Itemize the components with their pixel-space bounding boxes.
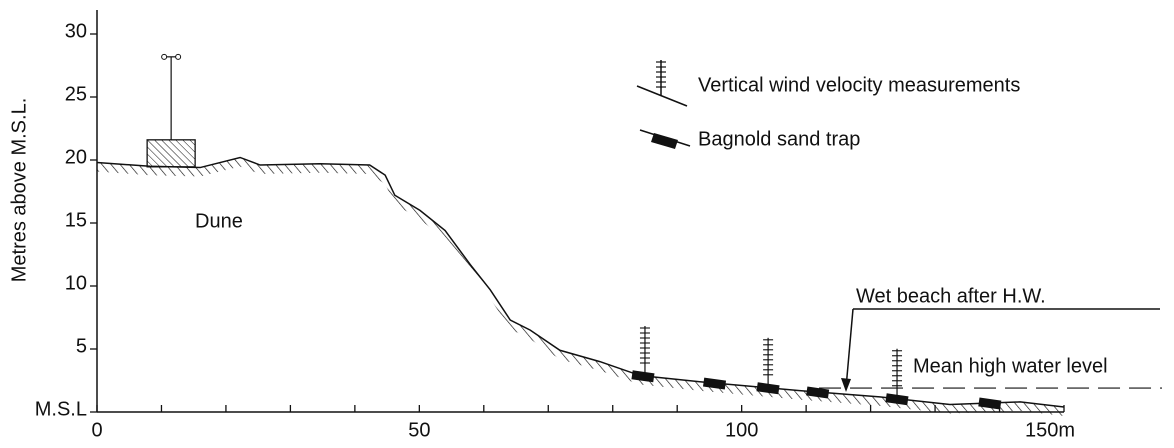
legend-trap-label: Bagnold sand trap (698, 128, 860, 150)
dune-label: Dune (195, 210, 243, 232)
sand-trap (806, 386, 830, 399)
arrow-head (841, 378, 851, 392)
y-tick-label: 15 (65, 209, 87, 231)
anemometer (161, 53, 168, 60)
x-tick-label: 0 (91, 419, 102, 441)
dune-box (146, 139, 196, 168)
y-tick-label: 10 (65, 272, 87, 294)
sand-trap (885, 393, 909, 406)
x-tick-label: 150m (1025, 419, 1075, 441)
y-tick-label: M.S.L (35, 398, 87, 420)
legend-trap (651, 133, 678, 149)
x-tick-label: 50 (408, 419, 430, 441)
legend-ground (636, 85, 688, 107)
legend-mast-ticks (656, 61, 666, 88)
legend-wind: Vertical wind velocity measurements (698, 74, 1020, 96)
wet-beach-label: Wet beach after H.W. (856, 285, 1046, 307)
sand-trap (703, 377, 727, 390)
anemometer (175, 53, 182, 60)
sand-trap (631, 370, 655, 383)
ground-hatch (97, 157, 1064, 416)
wet-beach-arrow (845, 308, 854, 389)
x-tick-label: 100 (725, 419, 758, 441)
y-tick-label: 5 (76, 335, 87, 357)
y-axis-label: Metres above M.S.L. (8, 98, 30, 283)
mhw-label: Mean high water level (913, 355, 1108, 377)
sand-trap (756, 382, 780, 395)
sand-trap (978, 397, 1002, 410)
y-tick-label: 20 (65, 146, 87, 168)
y-tick-label: 30 (65, 20, 87, 42)
y-tick-label: 25 (65, 83, 87, 105)
